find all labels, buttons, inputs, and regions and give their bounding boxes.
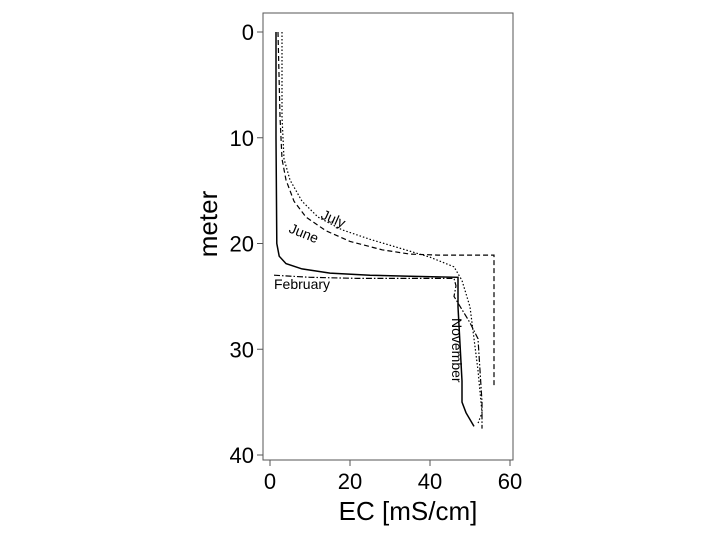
x-tick-label: 60 (498, 469, 522, 494)
y-tick-label: 10 (230, 126, 254, 151)
series-line-november (273, 274, 483, 429)
series-label-november: November (449, 318, 465, 383)
plot-frame (262, 12, 514, 461)
series-line-february (275, 32, 475, 427)
y-ticks: 0 10 20 30 40 (230, 20, 263, 468)
series-label-july: July (319, 206, 348, 231)
x-axis-label: EC [mS/cm] (339, 496, 478, 526)
y-tick-label: 40 (230, 443, 254, 468)
x-ticks: 0 20 40 60 (264, 460, 522, 494)
x-tick-label: 40 (418, 469, 442, 494)
series-label-february: February (274, 276, 330, 292)
y-axis-label: meter (193, 190, 223, 257)
series-layer (273, 31, 495, 429)
x-tick-label: 0 (264, 469, 276, 494)
y-tick-label: 0 (242, 20, 254, 45)
x-tick-label: 20 (338, 469, 362, 494)
series-line-july (281, 32, 483, 424)
y-tick-label: 30 (230, 337, 254, 362)
y-tick-label: 20 (230, 232, 254, 257)
series-line-june (277, 31, 495, 387)
